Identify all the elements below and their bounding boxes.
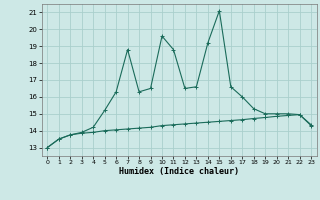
X-axis label: Humidex (Indice chaleur): Humidex (Indice chaleur) xyxy=(119,167,239,176)
